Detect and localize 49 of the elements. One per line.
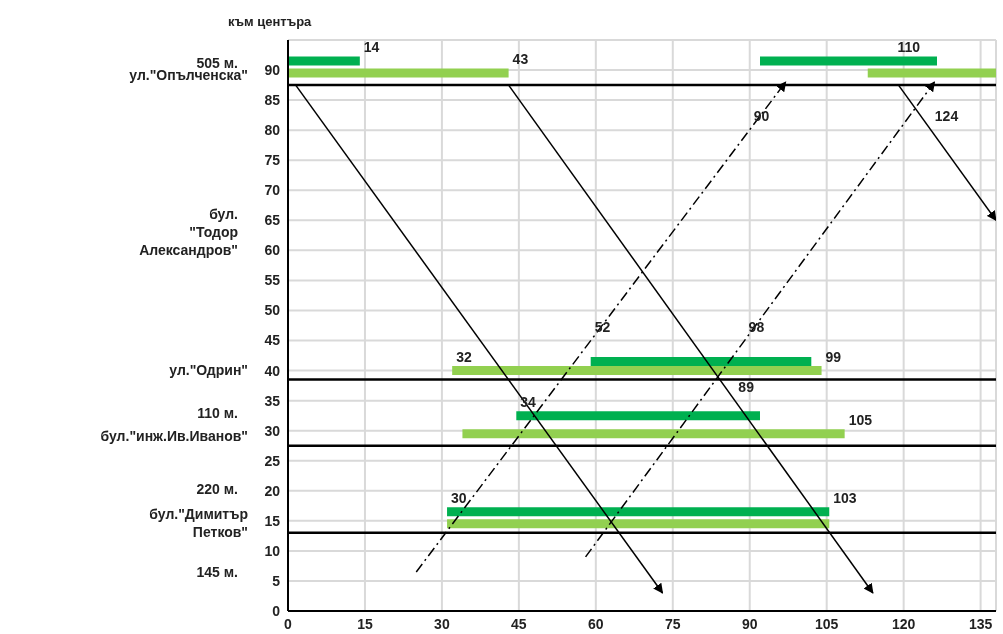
annotation: 103 [833,489,857,506]
y-tick-label: 10 [264,542,281,559]
x-tick-label: 105 [815,615,839,632]
ref-line-label: ул."Одрин" [169,361,248,378]
y-tick-label: 65 [264,212,281,229]
annotation: 52 [594,318,611,335]
y-tick-label: 50 [264,302,281,319]
text: 220 м. [196,481,238,498]
x-tick-label: 60 [588,615,604,632]
x-tick-label: 45 [511,615,527,632]
y-tick-label: 40 [264,362,281,379]
y-tick-label: 35 [264,392,281,409]
y-tick-label: 90 [264,62,281,79]
annotation: 99 [825,348,842,365]
y-tick-label: 80 [264,122,281,139]
annotation: 14 [363,39,380,56]
annotation: 89 [738,378,755,395]
y-tick-label: 75 [264,152,281,169]
y-tick-label: 85 [264,92,281,109]
y-tick-label: 55 [264,272,281,289]
y-tick-label: 45 [264,332,281,349]
y-tick-label: 30 [264,422,281,439]
annotation: 90 [753,108,770,125]
annotation: 30 [451,489,467,506]
y-tick-label: 20 [264,482,281,499]
x-tick-label: 30 [434,615,450,632]
y-tick-label: 60 [264,242,281,259]
x-tick-label: 15 [357,615,373,632]
x-tick-label: 75 [664,615,681,632]
x-tick-label: 135 [968,615,993,632]
text: 145 м. [196,563,238,580]
x-tick-label: 90 [741,615,758,632]
annotation: 110 [897,39,921,56]
ref-line-label: бул."инж.Ив.Иванов" [100,427,248,444]
y-tick-label: 5 [272,572,281,589]
y-axis-title: към центъра [228,14,313,29]
x-tick-label: 120 [891,615,916,632]
annotation: 124 [934,108,959,125]
ref-line-label: бул."Димитър Петков" [149,505,248,540]
annotation: 43 [512,51,529,68]
annotation: 105 [848,411,873,428]
text: бул. "Тодор Александров" [139,206,238,259]
y-tick-label: 0 [272,602,281,619]
y-tick-label: 70 [264,182,281,199]
y-tick-label: 25 [264,452,281,469]
annotation: 32 [456,348,472,365]
x-tick-label: 0 [284,615,293,632]
text: 110 м. [197,404,238,421]
y-tick-label: 15 [264,512,281,529]
